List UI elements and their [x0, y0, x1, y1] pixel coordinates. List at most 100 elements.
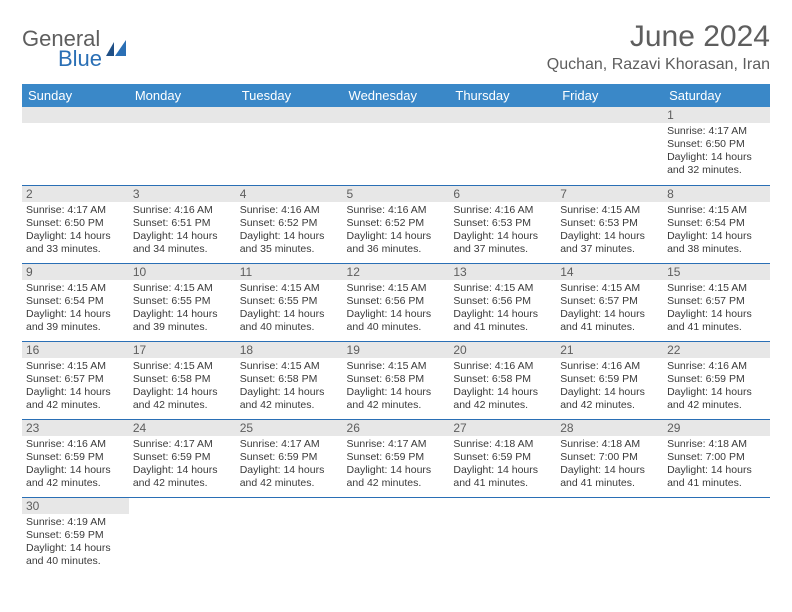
- empty-cell: [236, 497, 343, 575]
- day-details: Sunrise: 4:18 AMSunset: 7:00 PMDaylight:…: [663, 436, 770, 495]
- calendar-row: 30Sunrise: 4:19 AMSunset: 6:59 PMDayligh…: [22, 497, 770, 575]
- empty-cell: [343, 497, 450, 575]
- day-cell: 19Sunrise: 4:15 AMSunset: 6:58 PMDayligh…: [343, 341, 450, 419]
- page-header: General Blue June 2024 Quchan, Razavi Kh…: [22, 20, 770, 74]
- day-details: Sunrise: 4:17 AMSunset: 6:50 PMDaylight:…: [663, 123, 770, 182]
- day-details: Sunrise: 4:15 AMSunset: 6:58 PMDaylight:…: [129, 358, 236, 417]
- day-number: 18: [236, 342, 343, 358]
- day-cell: 17Sunrise: 4:15 AMSunset: 6:58 PMDayligh…: [129, 341, 236, 419]
- day-details: Sunrise: 4:17 AMSunset: 6:59 PMDaylight:…: [343, 436, 450, 495]
- day-details: Sunrise: 4:15 AMSunset: 6:54 PMDaylight:…: [22, 280, 129, 339]
- calendar-row: 9Sunrise: 4:15 AMSunset: 6:54 PMDaylight…: [22, 263, 770, 341]
- day-number: 27: [449, 420, 556, 436]
- day-number: 1: [663, 107, 770, 123]
- day-number: 3: [129, 186, 236, 202]
- day-number: 22: [663, 342, 770, 358]
- day-number: 12: [343, 264, 450, 280]
- day-details: Sunrise: 4:16 AMSunset: 6:59 PMDaylight:…: [663, 358, 770, 417]
- day-cell: 11Sunrise: 4:15 AMSunset: 6:55 PMDayligh…: [236, 263, 343, 341]
- day-details: Sunrise: 4:19 AMSunset: 6:59 PMDaylight:…: [22, 514, 129, 573]
- day-number: 15: [663, 264, 770, 280]
- day-cell: 27Sunrise: 4:18 AMSunset: 6:59 PMDayligh…: [449, 419, 556, 497]
- day-cell: 12Sunrise: 4:15 AMSunset: 6:56 PMDayligh…: [343, 263, 450, 341]
- day-cell: 10Sunrise: 4:15 AMSunset: 6:55 PMDayligh…: [129, 263, 236, 341]
- empty-cell: [556, 497, 663, 575]
- day-number: 8: [663, 186, 770, 202]
- day-cell: 15Sunrise: 4:15 AMSunset: 6:57 PMDayligh…: [663, 263, 770, 341]
- month-title: June 2024: [547, 20, 770, 54]
- day-cell: 13Sunrise: 4:15 AMSunset: 6:56 PMDayligh…: [449, 263, 556, 341]
- day-cell: 28Sunrise: 4:18 AMSunset: 7:00 PMDayligh…: [556, 419, 663, 497]
- day-cell: 4Sunrise: 4:16 AMSunset: 6:52 PMDaylight…: [236, 185, 343, 263]
- day-details: Sunrise: 4:15 AMSunset: 6:58 PMDaylight:…: [236, 358, 343, 417]
- day-details: Sunrise: 4:15 AMSunset: 6:57 PMDaylight:…: [22, 358, 129, 417]
- day-number: 25: [236, 420, 343, 436]
- weekday-header: Wednesday: [343, 84, 450, 107]
- flag-icon: [106, 40, 132, 60]
- day-cell: 6Sunrise: 4:16 AMSunset: 6:53 PMDaylight…: [449, 185, 556, 263]
- day-number: 23: [22, 420, 129, 436]
- day-details: Sunrise: 4:17 AMSunset: 6:59 PMDaylight:…: [129, 436, 236, 495]
- day-details: Sunrise: 4:15 AMSunset: 6:58 PMDaylight:…: [343, 358, 450, 417]
- empty-day-bar: [129, 107, 236, 123]
- day-number: 7: [556, 186, 663, 202]
- day-details: Sunrise: 4:16 AMSunset: 6:59 PMDaylight:…: [556, 358, 663, 417]
- day-details: Sunrise: 4:16 AMSunset: 6:59 PMDaylight:…: [22, 436, 129, 495]
- weekday-header: Thursday: [449, 84, 556, 107]
- day-number: 4: [236, 186, 343, 202]
- day-details: Sunrise: 4:15 AMSunset: 6:56 PMDaylight:…: [449, 280, 556, 339]
- weekday-header: Monday: [129, 84, 236, 107]
- day-number: 20: [449, 342, 556, 358]
- day-number: 19: [343, 342, 450, 358]
- weekday-header: Friday: [556, 84, 663, 107]
- day-number: 29: [663, 420, 770, 436]
- day-cell: 16Sunrise: 4:15 AMSunset: 6:57 PMDayligh…: [22, 341, 129, 419]
- empty-cell: [22, 107, 129, 185]
- brand-word-2: Blue: [58, 48, 102, 70]
- empty-cell: [129, 107, 236, 185]
- day-number: 17: [129, 342, 236, 358]
- day-number: 24: [129, 420, 236, 436]
- weekday-header: Sunday: [22, 84, 129, 107]
- day-details: Sunrise: 4:17 AMSunset: 6:50 PMDaylight:…: [22, 202, 129, 261]
- empty-day-bar: [556, 107, 663, 123]
- day-details: Sunrise: 4:16 AMSunset: 6:52 PMDaylight:…: [236, 202, 343, 261]
- empty-cell: [343, 107, 450, 185]
- empty-day-bar: [236, 107, 343, 123]
- day-details: Sunrise: 4:15 AMSunset: 6:53 PMDaylight:…: [556, 202, 663, 261]
- day-details: Sunrise: 4:15 AMSunset: 6:56 PMDaylight:…: [343, 280, 450, 339]
- day-details: Sunrise: 4:16 AMSunset: 6:58 PMDaylight:…: [449, 358, 556, 417]
- calendar-row: 1Sunrise: 4:17 AMSunset: 6:50 PMDaylight…: [22, 107, 770, 185]
- day-cell: 22Sunrise: 4:16 AMSunset: 6:59 PMDayligh…: [663, 341, 770, 419]
- empty-cell: [449, 497, 556, 575]
- day-cell: 2Sunrise: 4:17 AMSunset: 6:50 PMDaylight…: [22, 185, 129, 263]
- empty-cell: [663, 497, 770, 575]
- day-details: Sunrise: 4:17 AMSunset: 6:59 PMDaylight:…: [236, 436, 343, 495]
- empty-cell: [236, 107, 343, 185]
- day-cell: 24Sunrise: 4:17 AMSunset: 6:59 PMDayligh…: [129, 419, 236, 497]
- calendar-row: 2Sunrise: 4:17 AMSunset: 6:50 PMDaylight…: [22, 185, 770, 263]
- empty-day-bar: [449, 107, 556, 123]
- brand-text: General Blue: [22, 28, 102, 70]
- day-number: 6: [449, 186, 556, 202]
- day-cell: 25Sunrise: 4:17 AMSunset: 6:59 PMDayligh…: [236, 419, 343, 497]
- day-number: 26: [343, 420, 450, 436]
- day-details: Sunrise: 4:18 AMSunset: 7:00 PMDaylight:…: [556, 436, 663, 495]
- weekday-header: Tuesday: [236, 84, 343, 107]
- day-cell: 3Sunrise: 4:16 AMSunset: 6:51 PMDaylight…: [129, 185, 236, 263]
- day-details: Sunrise: 4:15 AMSunset: 6:57 PMDaylight:…: [556, 280, 663, 339]
- day-number: 2: [22, 186, 129, 202]
- day-details: Sunrise: 4:15 AMSunset: 6:55 PMDaylight:…: [236, 280, 343, 339]
- day-number: 10: [129, 264, 236, 280]
- day-cell: 26Sunrise: 4:17 AMSunset: 6:59 PMDayligh…: [343, 419, 450, 497]
- day-cell: 29Sunrise: 4:18 AMSunset: 7:00 PMDayligh…: [663, 419, 770, 497]
- calendar-body: 1Sunrise: 4:17 AMSunset: 6:50 PMDaylight…: [22, 107, 770, 575]
- day-cell: 7Sunrise: 4:15 AMSunset: 6:53 PMDaylight…: [556, 185, 663, 263]
- calendar-table: SundayMondayTuesdayWednesdayThursdayFrid…: [22, 84, 770, 575]
- day-cell: 14Sunrise: 4:15 AMSunset: 6:57 PMDayligh…: [556, 263, 663, 341]
- day-details: Sunrise: 4:15 AMSunset: 6:57 PMDaylight:…: [663, 280, 770, 339]
- empty-day-bar: [343, 107, 450, 123]
- day-cell: 18Sunrise: 4:15 AMSunset: 6:58 PMDayligh…: [236, 341, 343, 419]
- empty-cell: [129, 497, 236, 575]
- day-number: 13: [449, 264, 556, 280]
